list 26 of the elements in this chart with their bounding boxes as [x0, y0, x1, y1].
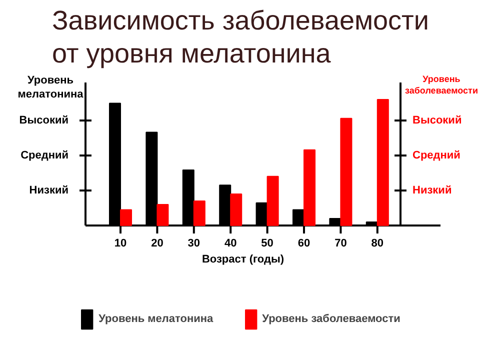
x-tick-label: 50: [261, 238, 274, 250]
y-axis-title: Уровень мелатонина: [18, 74, 84, 100]
legend-label: Уровень мелатонина: [98, 313, 214, 325]
x-tick-label: 10: [114, 238, 127, 250]
bar: [376, 99, 389, 226]
x-tick-label: 70: [334, 238, 347, 250]
bar: [304, 149, 316, 226]
legend-label: Уровень заболеваемости: [262, 313, 400, 325]
bar: [156, 204, 169, 226]
bar: [266, 176, 279, 226]
text: Средний: [20, 150, 69, 162]
y2-axis-title: Уровень заболеваемости: [405, 74, 478, 96]
text: Высокий: [412, 114, 462, 126]
x-tick-label: 40: [224, 238, 237, 250]
x-tick-label: 80: [371, 238, 384, 250]
bar: [340, 118, 352, 226]
x-tick-label: 30: [188, 238, 200, 250]
x-axis-title: Возраст (годы): [202, 254, 284, 266]
x-tick-label: 60: [298, 238, 310, 250]
text: Средний: [412, 150, 460, 162]
bar: [120, 209, 132, 226]
x-tick-label: 20: [151, 238, 164, 250]
text: Низкий: [412, 184, 452, 196]
text: Низкий: [29, 184, 69, 196]
text: Высокий: [19, 114, 69, 126]
chart-title: Зависимость заболеваемости от уровня мелатонина: [52, 6, 429, 68]
